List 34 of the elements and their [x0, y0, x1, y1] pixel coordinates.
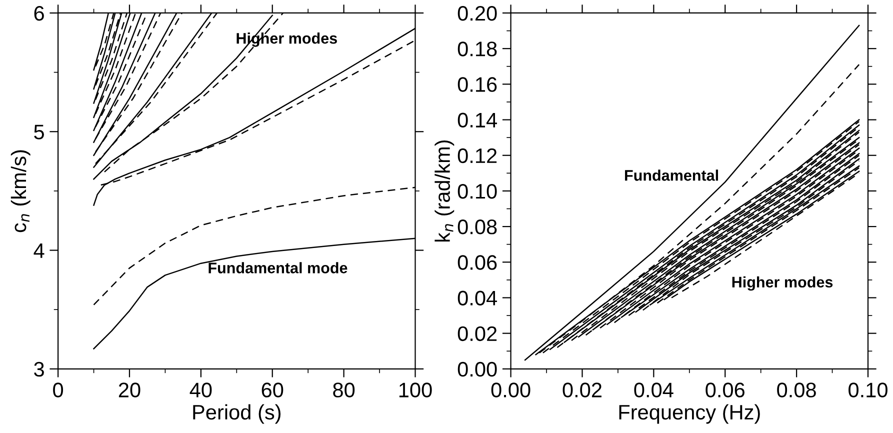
- y-tick-label: 6: [34, 6, 44, 21]
- y-tick-label: 0.08: [458, 220, 497, 234]
- annotation: Fundamental: [625, 170, 718, 181]
- y-tick-label: 0.12: [458, 148, 497, 164]
- x-tick-label: 0.02: [562, 382, 602, 398]
- x-tick-label: 0: [53, 382, 64, 398]
- x-tick-label: 20: [118, 382, 140, 398]
- y-tick-label: 0.04: [458, 290, 497, 306]
- x-tick-label: 60: [262, 382, 284, 398]
- y-tick-label: 0.20: [458, 6, 497, 21]
- x-tick-label: 0.06: [706, 382, 744, 398]
- x-tick-label: 0.10: [848, 382, 888, 398]
- x-tick-label: 100: [399, 382, 432, 398]
- annotation: Fundamental mode: [208, 262, 348, 274]
- y-axis-title: k$_{n}$ (rad/km): [434, 140, 454, 242]
- y-tick-label: 4: [34, 243, 44, 258]
- x-axis-title: Period (s): [193, 404, 281, 424]
- y-tick-label: 0.02: [458, 326, 497, 342]
- y-axis-title: c$_{n}$ (km/s): [10, 150, 30, 232]
- y-tick-label: 0.00: [458, 362, 497, 377]
- y-tick-label: 5: [34, 124, 44, 140]
- annotation: Higher modes: [732, 276, 833, 291]
- y-tick-label: 3: [34, 362, 44, 377]
- y-tick-label: 0.14: [458, 112, 497, 128]
- x-tick-label: 0.08: [777, 382, 816, 398]
- x-tick-label: 80: [333, 382, 355, 398]
- y-tick-label: 0.16: [458, 77, 497, 92]
- x-axis-title: Frequency (Hz): [619, 404, 760, 424]
- y-tick-label: 0.18: [458, 42, 497, 56]
- y-tick-label: 0.06: [458, 255, 497, 270]
- y-tick-label: 0.10: [458, 184, 497, 199]
- x-tick-label: 0.04: [634, 382, 674, 398]
- x-tick-label: 40: [190, 382, 212, 398]
- x-tick-label: 0.00: [491, 382, 530, 398]
